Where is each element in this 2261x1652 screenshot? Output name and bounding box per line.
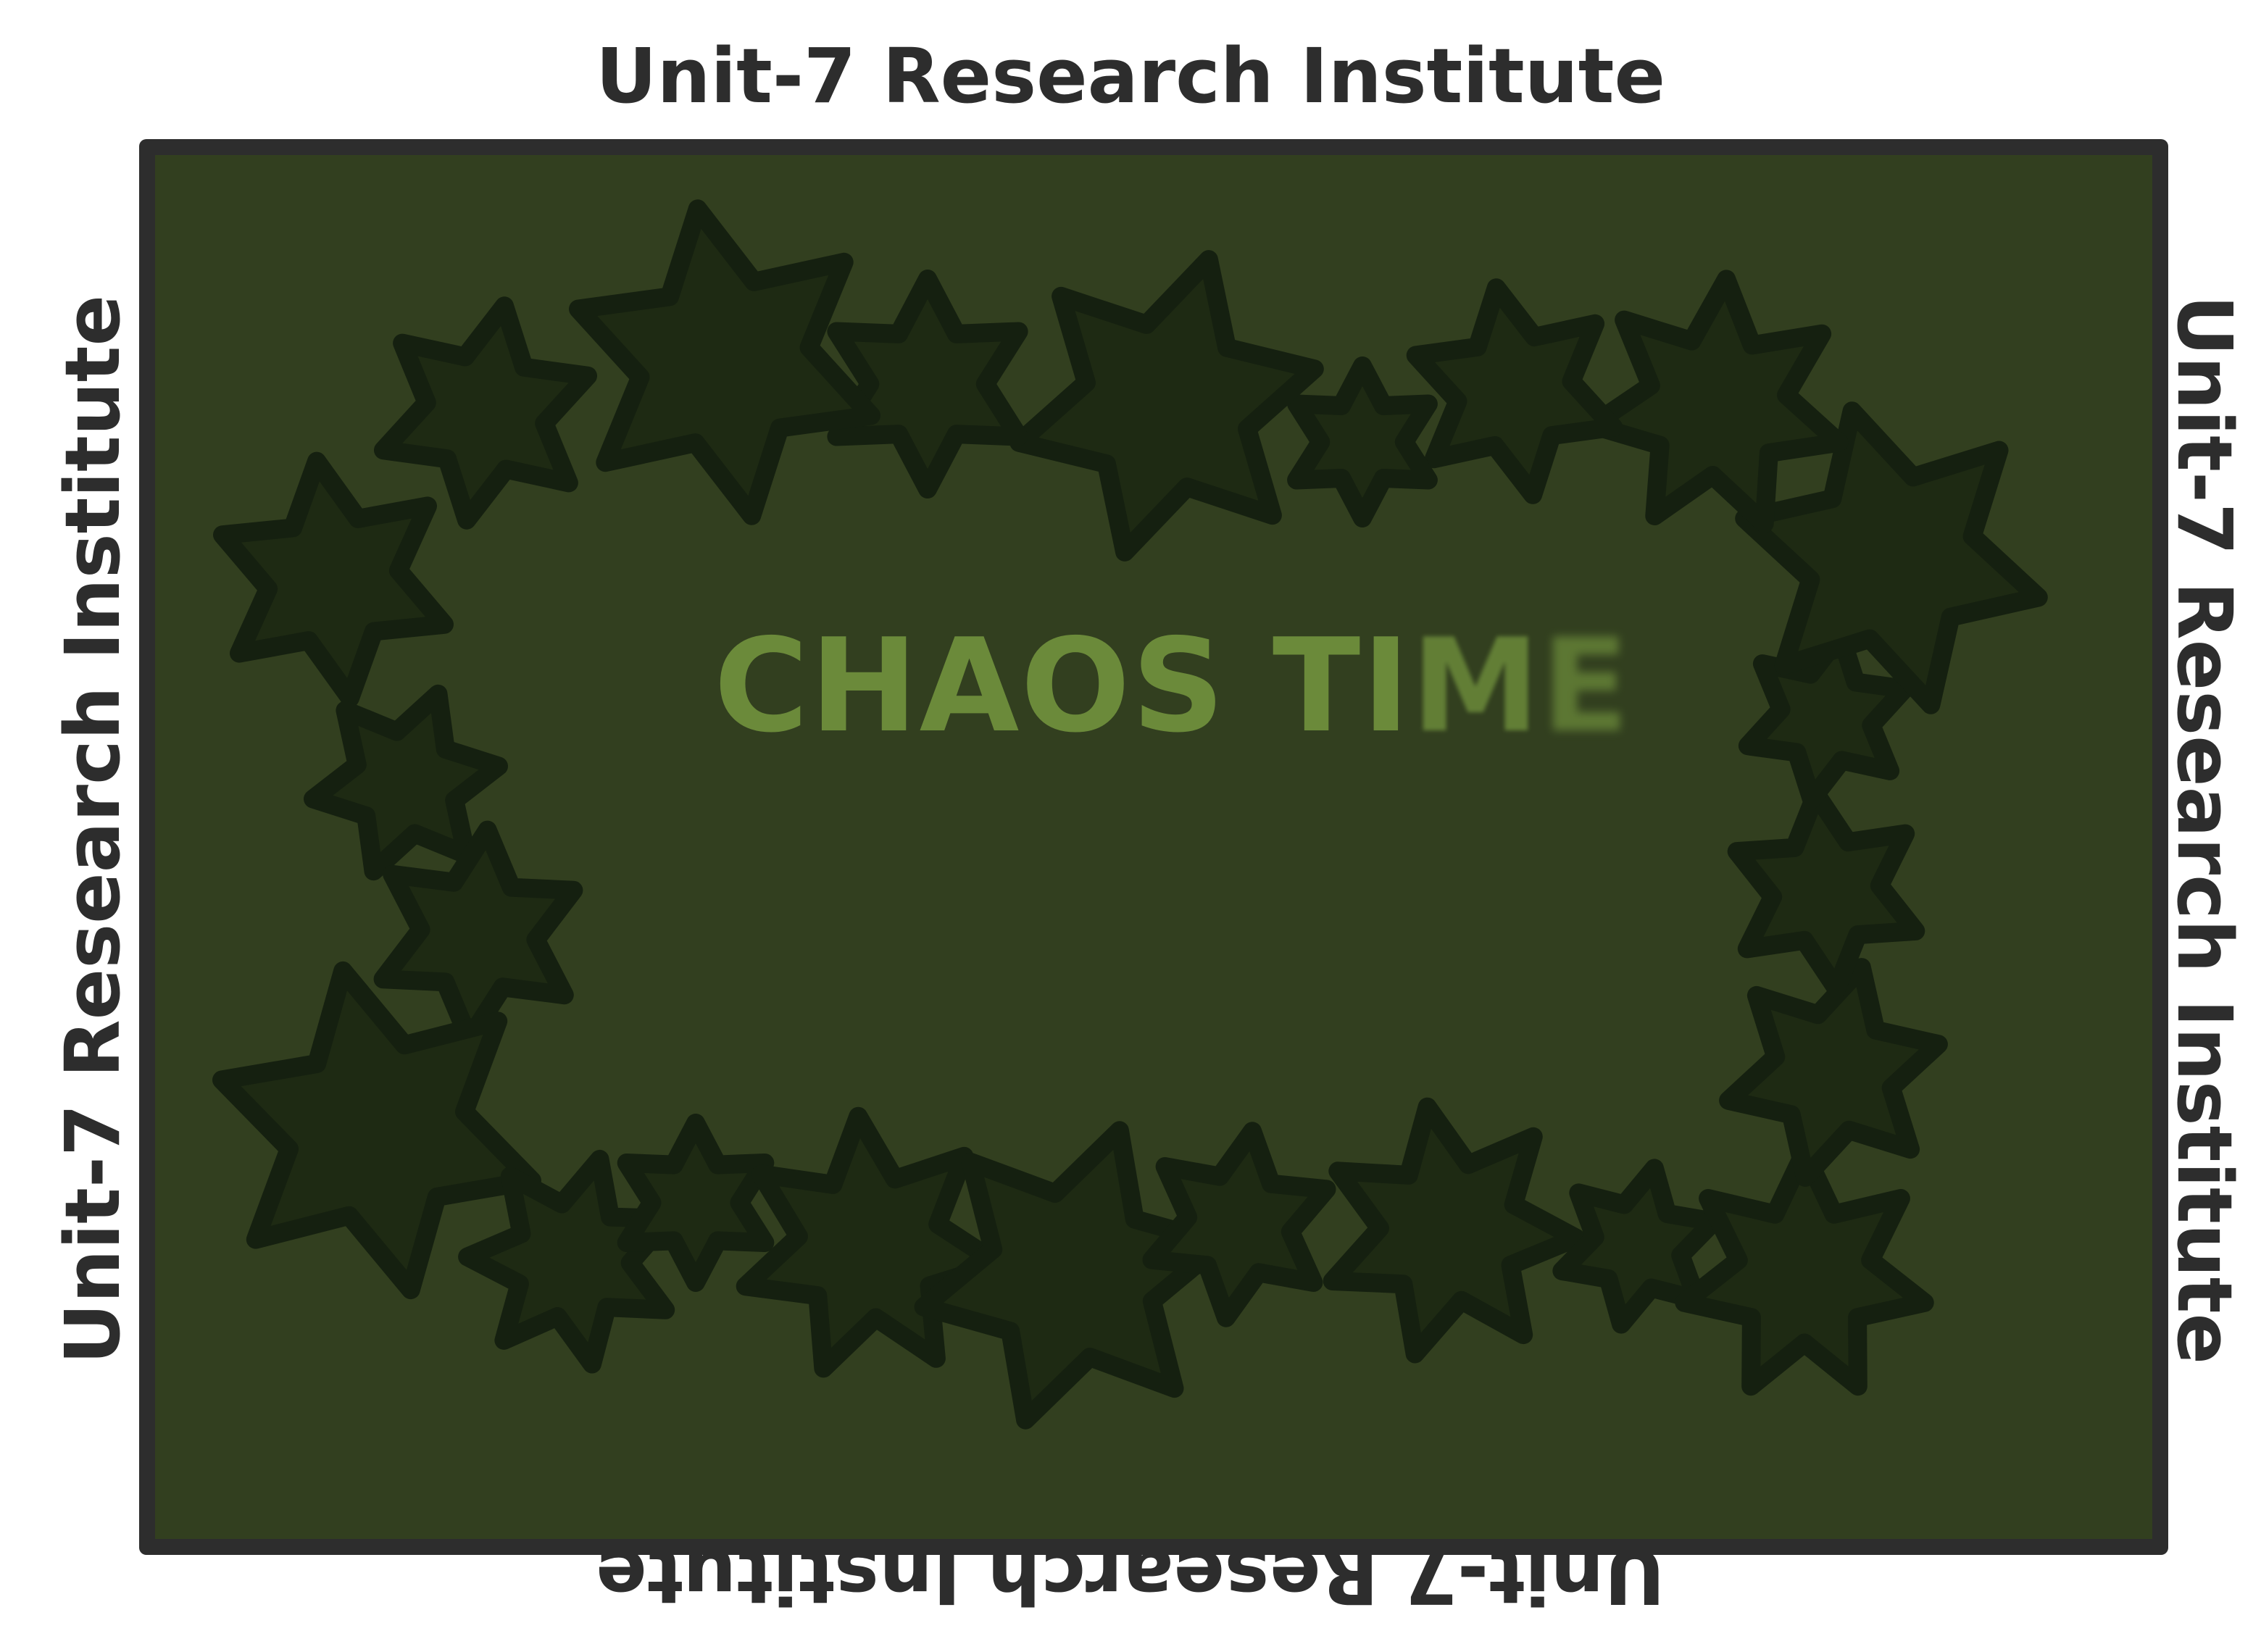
border-label-top: Unit-7 Research Institute [595,32,1666,120]
star-icon [1406,278,1623,504]
star-icon [304,684,508,881]
star-icon [212,961,541,1300]
star-icon [1727,784,1925,998]
star-icon [569,199,880,525]
star-icon [373,820,583,1049]
star-icon [213,451,454,708]
star-icon [1009,250,1324,562]
star-icon [1675,1143,1934,1396]
star-icon [1142,1122,1336,1327]
star-icon [1583,270,1849,533]
star-icon [736,1106,1009,1378]
game-title-part: CHAOS [714,611,1273,761]
star-icon [1719,958,1948,1187]
star-icon [374,296,597,530]
game-title-part: M [1411,611,1541,761]
star-icon [617,1114,775,1292]
star-icon [1735,401,2048,714]
star-icon [827,270,1028,498]
game-title-part: TI [1272,611,1412,761]
game-title-part: E [1541,611,1631,761]
star-icon [1323,1097,1586,1364]
game-title: CHAOS TIME [714,622,1631,751]
star-icon [1287,356,1438,527]
